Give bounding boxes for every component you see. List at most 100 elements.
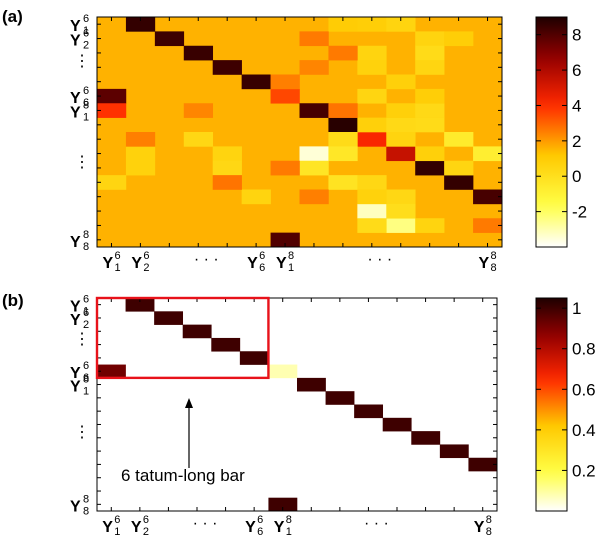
x-tick-label: Y6 6 (245, 514, 263, 538)
heatmap-cell (299, 160, 329, 176)
heatmap-cell (357, 17, 387, 32)
highlight-box (95, 296, 270, 380)
heatmap-cell (328, 146, 358, 162)
heatmap-cell (239, 351, 269, 365)
heatmap-cell (415, 60, 445, 75)
heatmap-cell (183, 132, 214, 147)
heatmap-cell (97, 364, 126, 379)
colorbar-b: 0.2 0.4 0.6 0.8 1 (535, 297, 596, 512)
colorbar-tick-label: 4 (572, 96, 581, 115)
heatmap-cell (415, 160, 445, 176)
x-tick-label: Y6 1 (102, 514, 120, 538)
heatmap-cell (270, 160, 300, 176)
heatmap-cell (125, 132, 156, 147)
heatmap-cell (125, 298, 155, 312)
heatmap-cell (386, 117, 416, 133)
y-tick-labels-a: Y 6 1Y 6 2⋮Y 6 6Y 8 1⋮Y 8 8 (70, 13, 90, 253)
colorbar-tick-label: 6 (572, 61, 581, 80)
colorbar-tick-label: 2 (572, 132, 581, 151)
y-tick-label: ⋮ (74, 424, 90, 441)
heatmap-cell (328, 17, 358, 32)
heatmap-cell (386, 103, 416, 118)
heatmap-cell (328, 103, 358, 118)
x-tick-label: · · · (367, 251, 392, 268)
heatmap-cell (415, 45, 445, 61)
heatmap-cell (212, 60, 242, 75)
colorbar-tick-label: 0 (572, 167, 581, 186)
heatmap-cell (299, 146, 329, 162)
annotation-text: 6 tatum-long bar (121, 466, 245, 485)
heatmap-cell (386, 17, 416, 32)
heatmap-cell (357, 117, 387, 133)
heatmap-cell (328, 45, 358, 61)
y-tick-label: ⋮ (74, 331, 90, 348)
heatmap-cell (357, 88, 387, 104)
x-tick-labels-b: Y6 1 Y6 2 · · · Y6 6 Y8 1 · · · Y8 8 (102, 514, 492, 538)
heatmap-cell (473, 218, 503, 233)
y-tick-labels-b: Y 6 1Y 6 2⋮Y 6 6Y 8 1⋮Y 8 8 (70, 294, 90, 518)
colorbar-tick-label: 0.4 (572, 421, 596, 440)
heatmap-cell (297, 377, 326, 392)
heatmap-cell (211, 337, 241, 352)
heatmap-cell (212, 146, 242, 162)
heatmap-cell (154, 311, 184, 325)
x-tick-labels-a: Y6 1 Y6 2 · · · Y6 6 Y8 1 · · · Y8 8 (102, 250, 496, 274)
colorbar-tick-label: 0.8 (572, 340, 596, 359)
x-tick-label: Y6 2 (131, 514, 149, 538)
x-tick-label: Y8 1 (274, 514, 292, 538)
heatmap-cell (357, 132, 387, 147)
heatmap-cell (125, 146, 156, 162)
heatmap-cell (270, 232, 300, 248)
heatmap-cell (415, 103, 445, 118)
heatmap-cell (357, 189, 387, 205)
heatmap-cell (241, 74, 271, 90)
x-tick-label: Y8 1 (276, 250, 294, 274)
heatmap-cell (357, 175, 387, 190)
heatmap-cell (473, 146, 503, 162)
heatmap-cells-a (97, 17, 503, 248)
colorbar-tick-label: 0.6 (572, 380, 596, 399)
heatmap-cell (386, 203, 416, 219)
x-tick-label: Y6 1 (102, 250, 120, 274)
heatmap-cell (386, 146, 416, 162)
y-tick-label: ⋮ (74, 154, 90, 171)
heatmap-cell (299, 103, 329, 118)
heatmap-cell (444, 160, 474, 176)
heatmap-cell (328, 175, 358, 190)
y-tick-label: ⋮ (74, 53, 90, 70)
heatmap-cell (241, 189, 271, 205)
heatmap-cell (357, 45, 387, 61)
x-tick-label: · · · (194, 251, 219, 268)
colorbar-tick-label: 8 (572, 26, 581, 45)
heatmap-cell (415, 146, 445, 162)
heatmap-cell (411, 431, 441, 445)
heatmap-cell (270, 74, 300, 90)
colorbar-gradient-b (535, 297, 568, 512)
heatmap-cell (415, 218, 445, 233)
heatmap-cell (439, 444, 469, 459)
plot-frame-b (96, 297, 498, 512)
heatmap-cell (299, 189, 329, 205)
heatmap-cell (415, 117, 445, 133)
heatmap-cell (473, 189, 503, 205)
colorbar-gradient-a (535, 16, 568, 248)
x-tick-label: · · · (193, 515, 218, 532)
heatmap-cell (325, 391, 355, 405)
heatmap-cell (328, 132, 358, 147)
heatmap-cell (328, 117, 358, 133)
heatmap-cell (268, 364, 298, 379)
heatmap-cell (182, 324, 212, 339)
heatmap-cell (386, 74, 416, 90)
heatmap-cell (386, 132, 416, 147)
colorbar-ticks-a: -2 0 2 4 6 8 (536, 26, 587, 222)
heatmap-background (97, 298, 497, 511)
heatmap-cell (357, 203, 387, 219)
heatmap-cell (270, 88, 300, 104)
heatmap-cell (444, 175, 474, 190)
